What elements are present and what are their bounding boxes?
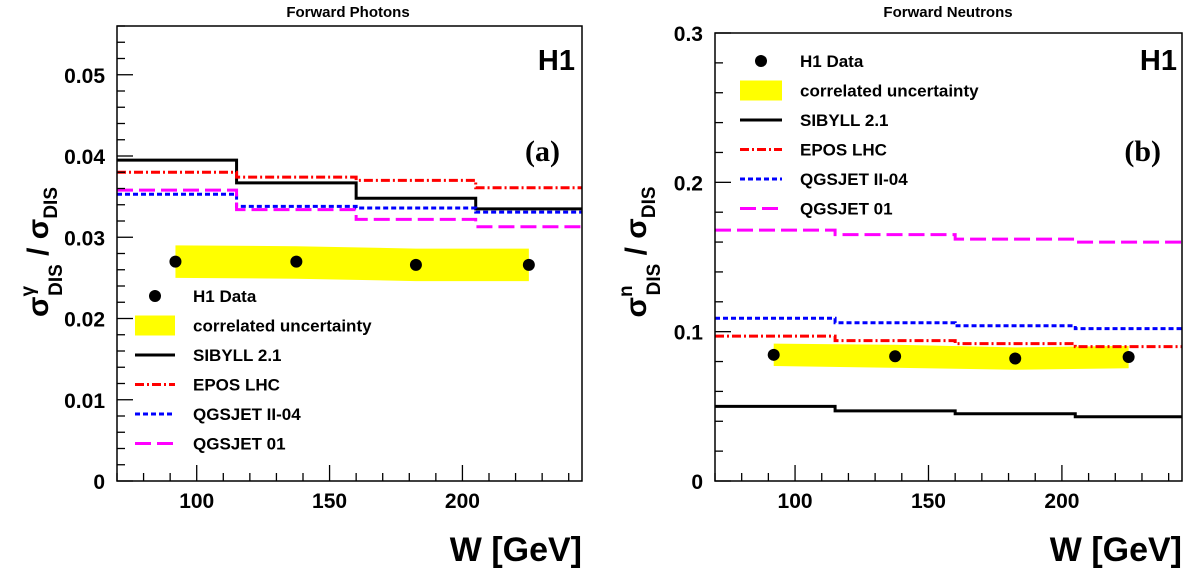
panel-tag: (a) (525, 135, 560, 168)
legend-label: correlated uncertainty (800, 82, 979, 101)
uncertainty-band (175, 245, 529, 282)
y-axis-label-part: n (616, 285, 637, 297)
uncertainty-band (773, 343, 1129, 370)
model-line-qgsjet01 (715, 228, 1182, 244)
y-tick-label: 0.04 (64, 146, 105, 169)
legend-label: EPOS LHC (800, 141, 887, 160)
data-point (169, 255, 182, 268)
y-axis-label: σn DIS / σDIS (616, 186, 665, 317)
model-line-sibyll (715, 404, 1182, 419)
y-axis-label-part: DIS (639, 186, 660, 218)
y-tick-label: 0 (691, 471, 703, 494)
legend-label: QGSJET 01 (193, 435, 286, 454)
y-tick-label: 0.02 (64, 309, 105, 332)
legend-marker-data (755, 55, 767, 67)
chart-panel-a: Forward Photons 100 150 200 0 0.01 0.02 0.03 0.0… (18, 4, 583, 569)
data-point (889, 350, 902, 363)
experiment-label: H1 (1140, 45, 1177, 77)
model-line-qgsjet2 (715, 316, 1182, 331)
data-point (1122, 351, 1135, 364)
legend-label: correlated uncertainty (193, 317, 372, 336)
y-axis-label-part: / (22, 239, 55, 264)
x-tick-label: 150 (911, 490, 946, 513)
y-axis-label-part: / (620, 239, 653, 264)
y-tick-label: 0.3 (674, 23, 703, 46)
y-tick-label: 0.1 (674, 322, 704, 345)
y-axis-label-part: σ (22, 219, 55, 240)
legend-label: EPOS LHC (193, 376, 280, 395)
legend: H1 Data correlated uncertainty SIBYLL 2.1 E… (740, 52, 979, 219)
y-axis-label: σγ DIS / σDIS (18, 187, 67, 317)
y-axis-label-part: DIS (41, 187, 62, 219)
experiment-label: H1 (538, 45, 575, 77)
legend-swatch-band (740, 80, 782, 101)
legend-label: QGSJET II-04 (193, 405, 301, 424)
legend-label: H1 Data (193, 287, 257, 306)
model-line-qgsjet01 (117, 188, 582, 229)
model-line-epos (715, 334, 1182, 349)
y-axis-label-part: σ (22, 296, 55, 317)
model-line-sibyll (117, 158, 582, 211)
y-tick-label: 0.01 (64, 390, 105, 413)
x-tick-label: 150 (312, 490, 347, 513)
legend-label: QGSJET II-04 (800, 170, 908, 189)
y-tick-label: 0.05 (64, 65, 105, 88)
legend-marker-data (149, 290, 161, 302)
plot-frame (714, 32, 1183, 482)
legend-swatch-band (135, 315, 175, 336)
chart-panel-b: Forward Neutrons 100 150 200 0 0.1 0.2 0.3 H1 (b)… (616, 4, 1183, 569)
data-point (409, 258, 422, 271)
y-axis-label-part: σ (620, 218, 653, 239)
panel-tag: (b) (1124, 135, 1161, 168)
data-point (1009, 352, 1022, 365)
y-tick-label: 0 (93, 471, 105, 494)
x-tick-label: 100 (179, 490, 214, 513)
chart-title: Forward Neutrons (883, 4, 1012, 21)
chart-title: Forward Photons (286, 4, 409, 21)
legend-label: QGSJET 01 (800, 200, 893, 219)
x-tick-label: 200 (445, 490, 480, 513)
data-point (767, 348, 780, 361)
y-axis-label-part: DIS (644, 264, 665, 296)
y-tick-label: 0.03 (64, 227, 105, 250)
x-tick-label: 200 (1044, 490, 1079, 513)
x-axis-label: W [GeV] (1050, 531, 1182, 569)
data-point (522, 258, 535, 271)
legend: H1 Data correlated uncertainty SIBYLL 2.1 E… (135, 287, 372, 454)
x-axis-label: W [GeV] (450, 531, 582, 569)
data-point (290, 255, 303, 268)
legend-label: H1 Data (800, 52, 864, 71)
y-axis-label-part: σ (620, 297, 653, 318)
y-tick-label: 0.2 (674, 172, 703, 195)
y-axis-label-part: γ (18, 285, 39, 296)
y-axis-label-part: DIS (46, 264, 67, 296)
legend-label: SIBYLL 2.1 (193, 346, 282, 365)
legend-label: SIBYLL 2.1 (800, 111, 889, 130)
x-tick-label: 100 (778, 490, 813, 513)
model-line-epos (117, 170, 582, 190)
